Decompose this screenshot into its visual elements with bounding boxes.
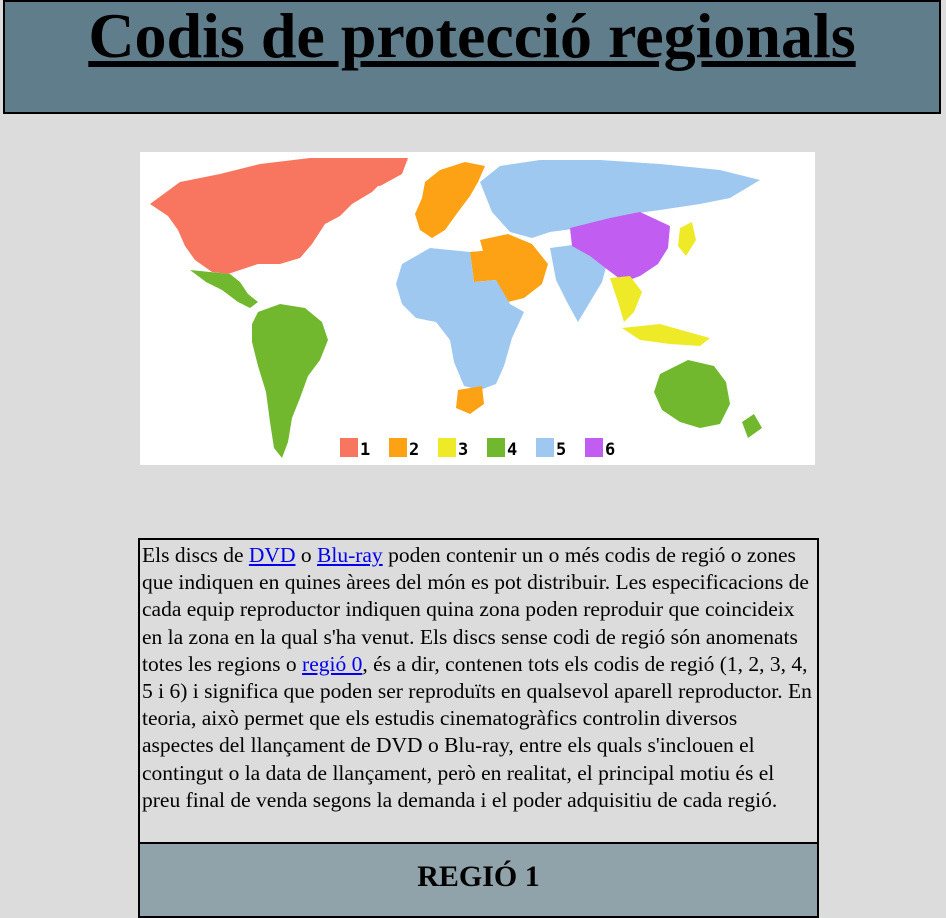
region-4-south-america	[252, 304, 328, 458]
region-4-new-zealand	[742, 414, 762, 438]
region-1-north-america	[150, 158, 408, 274]
region-1-section: REGIÓ 1	[140, 842, 817, 916]
bluray-link[interactable]: Blu-ray	[317, 543, 383, 567]
legend-swatch-5	[536, 438, 554, 457]
region-4-mexico	[190, 270, 258, 308]
page-title: Codis de protecció regionals	[88, 0, 856, 71]
region-2-south-africa	[456, 386, 484, 414]
region-0-link[interactable]: regió 0	[302, 651, 363, 676]
legend-swatch-1	[340, 438, 358, 457]
region-2-egypt	[470, 250, 496, 282]
region-3-japan	[678, 222, 696, 256]
text-part-4: , és a dir, contenen tots els codis de r…	[142, 651, 812, 812]
region-1-heading: REGIÓ 1	[417, 860, 540, 893]
region-6-china	[570, 212, 670, 282]
region-5-africa	[396, 248, 524, 390]
region-2-europe	[415, 162, 485, 238]
region-5-india	[550, 244, 608, 322]
region-1-greenland	[345, 158, 408, 186]
region-3-southeast-asia	[610, 276, 642, 322]
region-4-australia	[654, 360, 730, 428]
world-map-image: 1 2 3 4 5 6	[150, 158, 762, 460]
legend-label-5: 5	[556, 440, 566, 460]
text-part-3: poden contenir un o més codis de regió o…	[142, 543, 809, 676]
legend-label-4: 4	[507, 440, 517, 460]
legend-label-3: 3	[458, 440, 468, 460]
legend-label-2: 2	[409, 440, 419, 460]
legend-swatch-2	[389, 438, 407, 457]
region-5-russia	[480, 160, 760, 238]
description-text: Els discs de DVD o Blu-ray poden conteni…	[140, 540, 817, 814]
region-map: 1 2 3 4 5 6	[140, 152, 815, 465]
region-3-indonesia	[622, 324, 710, 346]
map-legend: 1 2 3 4 5 6	[340, 438, 615, 460]
legend-swatch-6	[585, 438, 603, 457]
region-2-middle-east	[480, 234, 548, 302]
description-box: Els discs de DVD o Blu-ray poden conteni…	[138, 538, 819, 918]
legend-swatch-3	[438, 438, 456, 457]
page-header: Codis de protecció regionals	[3, 0, 941, 114]
dvd-link[interactable]: DVD	[248, 543, 296, 567]
legend-label-6: 6	[605, 440, 615, 460]
text-part-2: o	[295, 543, 317, 567]
legend-swatch-4	[487, 438, 505, 457]
legend-label-1: 1	[360, 440, 370, 460]
text-part-1: Els discs de	[142, 543, 249, 567]
